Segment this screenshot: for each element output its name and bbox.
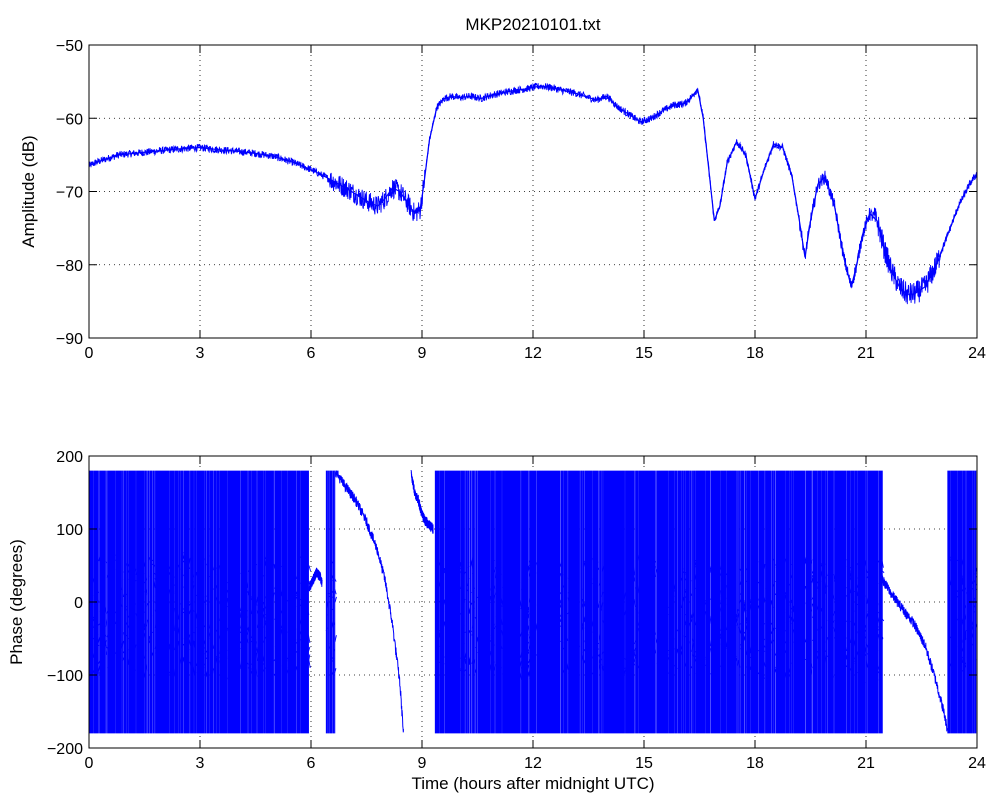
y-tick-label: −200 bbox=[47, 741, 83, 758]
x-tick-label: 0 bbox=[85, 755, 94, 772]
phase-noise bbox=[434, 549, 885, 683]
y-tick-label: −100 bbox=[47, 668, 83, 685]
y-tick-label: −70 bbox=[56, 185, 83, 202]
phase-wrap-band bbox=[325, 470, 336, 734]
y-tick-label: −90 bbox=[56, 331, 83, 348]
x-tick-label: 9 bbox=[418, 755, 427, 772]
phase-panel: 0 3 6 9 12 15 18 21 24 −200 −100 0 100 200 Time (hours… bbox=[7, 449, 986, 793]
x-tick-label: 6 bbox=[307, 755, 316, 772]
amplitude-envelope bbox=[89, 85, 977, 295]
x-tick-label: 21 bbox=[857, 345, 875, 362]
phase-drift-segment bbox=[410, 470, 434, 534]
x-tick-label: 9 bbox=[418, 345, 427, 362]
x-tick-label: 3 bbox=[196, 345, 205, 362]
y-tick-label: −60 bbox=[56, 111, 83, 128]
y-tick-label: 100 bbox=[56, 522, 83, 539]
y-tick-label: −80 bbox=[56, 258, 83, 275]
data-layer bbox=[89, 82, 977, 305]
y-tick-label: 200 bbox=[56, 449, 83, 466]
x-tick-label: 15 bbox=[635, 345, 653, 362]
y-axis-label: Amplitude (dB) bbox=[19, 135, 38, 247]
x-tick-label: 3 bbox=[196, 755, 205, 772]
phase-drift-segment bbox=[308, 567, 323, 592]
x-tick-label: 6 bbox=[307, 345, 316, 362]
phase-noise bbox=[325, 561, 337, 675]
phase-noise bbox=[89, 550, 311, 681]
chart-title: MKP20210101.txt bbox=[465, 15, 600, 34]
x-tick-label: 15 bbox=[635, 755, 653, 772]
amplitude-panel: 0 3 6 9 12 15 18 21 24 −90 −80 −70 −60 −50 MKP20210101… bbox=[19, 15, 986, 362]
x-tick-label: 12 bbox=[524, 345, 542, 362]
x-tick-label: 12 bbox=[524, 755, 542, 772]
x-axis-label: Time (hours after midnight UTC) bbox=[411, 774, 654, 793]
x-tick-label: 24 bbox=[968, 345, 986, 362]
x-tick-label: 18 bbox=[746, 345, 764, 362]
phase-noise bbox=[948, 552, 977, 681]
phase-drift-segment bbox=[882, 575, 948, 732]
y-tick-label: −50 bbox=[56, 38, 83, 55]
x-tick-label: 24 bbox=[968, 755, 986, 772]
y-tick-label: 0 bbox=[74, 595, 83, 612]
phase-drift-segment bbox=[334, 470, 404, 733]
y-axis-label: Phase (degrees) bbox=[7, 539, 26, 665]
x-tick-label: 0 bbox=[85, 345, 94, 362]
x-tick-label: 18 bbox=[746, 755, 764, 772]
data-layer bbox=[89, 470, 977, 734]
x-tick-label: 21 bbox=[857, 755, 875, 772]
